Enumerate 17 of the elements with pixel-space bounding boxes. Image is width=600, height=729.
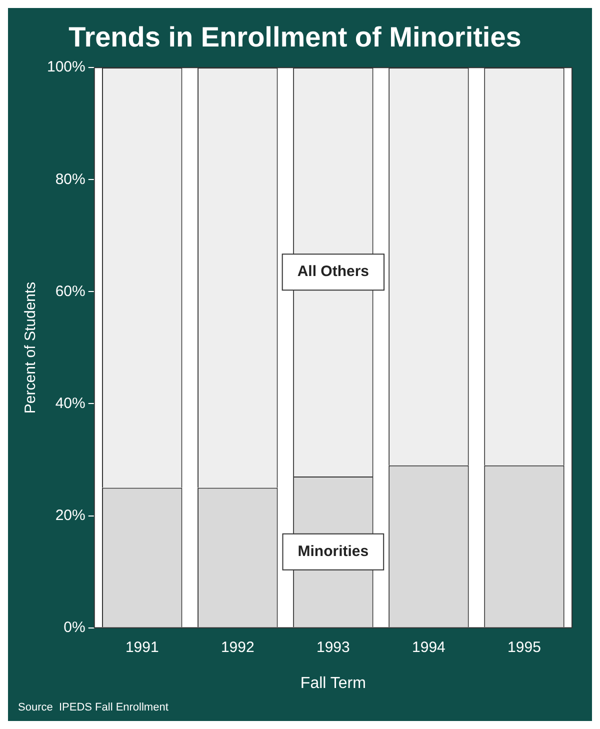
x-tick-label: 1994 <box>412 638 446 656</box>
y-tick-label: 40% <box>55 394 86 412</box>
x-tick-label: 1991 <box>125 638 159 656</box>
y-tick-label: 0% <box>64 618 86 636</box>
y-tick-label: 80% <box>55 170 86 188</box>
series-label: All Others <box>297 263 370 280</box>
x-axis-title: Fall Term <box>300 674 366 692</box>
chart-title: Trends in Enrollment of Minorities <box>68 22 522 53</box>
y-axis-title: Percent of Students <box>22 282 40 414</box>
series-label: Minorities <box>298 543 369 560</box>
y-tick-label: 60% <box>55 282 86 300</box>
x-tick-label: 1993 <box>316 638 350 656</box>
x-tick-label: 1995 <box>508 638 541 656</box>
x-tick-label: 1992 <box>220 638 254 656</box>
y-tick-label: 20% <box>55 506 86 524</box>
source-note: Source IPEDS Fall Enrollment <box>18 702 168 714</box>
y-tick-label: 100% <box>46 58 86 76</box>
